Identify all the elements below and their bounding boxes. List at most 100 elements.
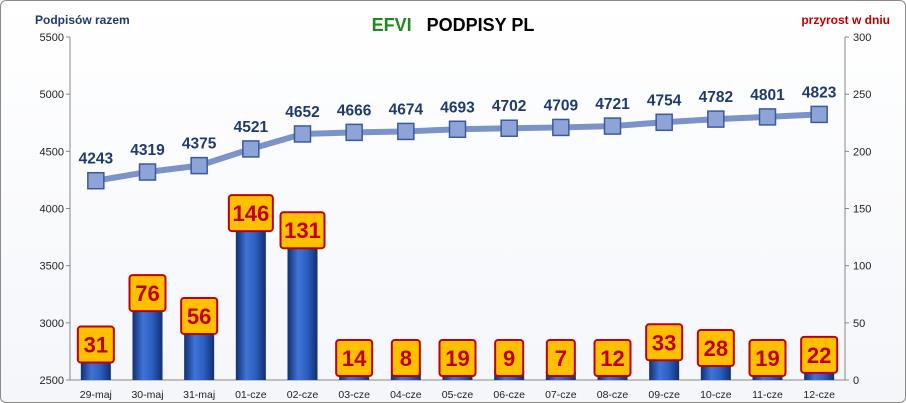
right-tick-label: 0 (853, 375, 859, 387)
bar-label-box (390, 339, 421, 377)
bar-data-label: 33 (645, 323, 684, 362)
line-point (707, 110, 725, 128)
x-tick-label: 05-cze (442, 389, 474, 401)
bar-data-label: 7 (545, 339, 576, 377)
bar-data-label: 22 (800, 335, 839, 374)
bar-data-label: 8 (390, 339, 421, 377)
bar-label-text: 9 (503, 346, 515, 371)
line-point (190, 156, 208, 175)
bar-label-text: 7 (555, 346, 567, 371)
line-data-label: 4652 (285, 104, 319, 121)
right-tick-label: 50 (853, 318, 865, 330)
line-point (293, 125, 312, 143)
left-axis-label: Podpisów razem (35, 13, 130, 27)
bar-label-box (335, 339, 374, 377)
bar-label-box (800, 335, 839, 374)
bar-data-label: 76 (128, 274, 167, 313)
bar-label-box (593, 339, 632, 377)
x-tick-label: 08-cze (597, 389, 629, 401)
line-point (758, 108, 777, 126)
left-tick-label: 3500 (40, 261, 64, 273)
bar-data-label: 12 (593, 339, 632, 377)
bar-data-label: 146 (227, 194, 274, 233)
bar-label-text: 146 (232, 201, 269, 226)
bar-data-label: 19 (438, 339, 477, 377)
right-tick-label: 300 (853, 32, 871, 44)
bar-label-box (494, 339, 525, 377)
left-tick-label: 2500 (40, 375, 64, 387)
bar-data-label: 19 (748, 339, 787, 377)
line-data-label: 4243 (79, 151, 114, 168)
line-point (448, 120, 467, 139)
line-point (138, 163, 157, 181)
right-axis-label: przyrost w dniu (801, 13, 890, 27)
line-point (810, 105, 828, 124)
bar-data-label: 14 (335, 339, 374, 377)
line-point (500, 119, 518, 137)
bar-label-box (748, 339, 787, 377)
bar-label-box (645, 323, 684, 362)
bar-label-text: 33 (652, 330, 676, 355)
x-tick-label: 02-cze (287, 389, 319, 401)
bar-data-label: 28 (696, 328, 735, 367)
bar-label-text: 28 (704, 336, 728, 361)
left-tick-label: 4500 (40, 146, 64, 158)
line-point (345, 123, 363, 142)
line-data-label: 4666 (337, 102, 372, 119)
left-tick-label: 5500 (40, 32, 64, 44)
line-point (552, 118, 570, 137)
x-tick-label: 30-maj (131, 389, 163, 401)
right-tick-label: 100 (853, 261, 871, 273)
bar-label-text: 76 (135, 281, 159, 306)
line-data-label: 4693 (440, 99, 475, 116)
right-tick-label: 150 (853, 204, 871, 216)
left-tick-label: 5000 (40, 89, 64, 101)
bar-label-box (180, 296, 219, 335)
line-data-label: 4782 (699, 89, 733, 106)
bar-data-label: 31 (76, 325, 115, 364)
line-data-label: 4375 (182, 136, 217, 153)
line-data-label: 4674 (389, 101, 424, 118)
bar-label-text: 19 (445, 346, 469, 371)
bar-label-box (545, 339, 576, 377)
right-tick-label: 250 (853, 89, 871, 101)
x-tick-label: 31-maj (183, 389, 215, 401)
x-tick-label: 04-cze (390, 389, 422, 401)
x-tick-label: 06-cze (493, 389, 525, 401)
bar-label-box (227, 194, 274, 233)
bar-label-text: 12 (600, 346, 624, 371)
x-tick-label: 29-maj (80, 389, 112, 401)
bar (287, 230, 318, 380)
left-tick-label: 4000 (40, 204, 64, 216)
bar-data-label: 56 (180, 296, 219, 335)
right-tick-label: 200 (853, 146, 871, 158)
x-tick-label: 12-cze (803, 389, 835, 401)
bar-label-box (279, 211, 326, 250)
line-point (603, 117, 622, 135)
bar-label-text: 131 (284, 218, 321, 243)
x-tick-label: 03-cze (338, 389, 370, 401)
line-data-label: 4709 (544, 97, 579, 114)
line-data-label: 4823 (802, 84, 837, 101)
bar-label-text: 14 (342, 346, 367, 371)
chart-title-podpisy: PODPISY PL (427, 15, 535, 35)
bar-label-box (128, 274, 167, 313)
line-data-label: 4319 (130, 142, 165, 159)
bar-label-text: 19 (755, 346, 779, 371)
bar (235, 213, 266, 380)
line-data-label: 4721 (595, 96, 630, 113)
x-tick-label: 10-cze (700, 389, 732, 401)
chart-title-efvi: EFVI (372, 15, 412, 35)
bar-label-text: 8 (400, 346, 412, 371)
line-point (655, 113, 673, 132)
x-tick-label: 09-cze (648, 389, 680, 401)
line-point (397, 122, 415, 141)
bar-label-box (76, 325, 115, 364)
line-data-label: 4801 (750, 87, 785, 104)
bar-data-label: 9 (494, 339, 525, 377)
x-tick-label: 11-cze (752, 389, 783, 401)
bar-data-label: 131 (279, 211, 326, 250)
bar-label-text: 56 (187, 304, 211, 329)
bar-label-text: 22 (807, 343, 831, 368)
